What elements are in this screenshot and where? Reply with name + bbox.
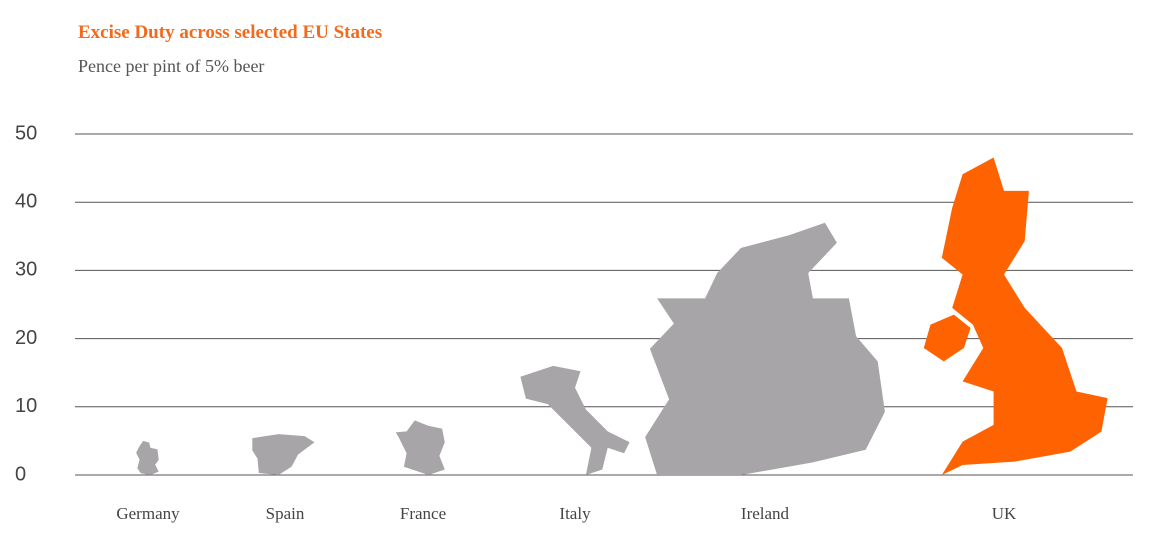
country-shape-part [923,314,971,362]
chart-title: Excise Duty across selected EU States [78,22,382,43]
country-shape [395,420,445,475]
country-shape [520,365,630,475]
x-tick-label: Italy [559,504,591,523]
y-tick-label: 0 [15,463,26,485]
y-tick-label: 20 [15,327,37,349]
y-tick-label: 30 [15,259,37,281]
country-shape [645,222,885,475]
country-shape [941,157,1108,475]
x-tick-label: UK [992,504,1017,523]
x-tick-label: Spain [266,504,305,523]
x-tick-label: Germany [116,504,180,523]
chart-subtitle: Pence per pint of 5% beer [78,56,264,76]
x-tick-label: Ireland [741,504,790,523]
country-shape [252,434,315,475]
y-tick-label: 40 [15,190,37,212]
y-tick-label: 50 [15,122,37,144]
country-shape [136,440,159,475]
y-tick-label: 10 [15,395,37,417]
x-tick-label: France [400,504,446,523]
